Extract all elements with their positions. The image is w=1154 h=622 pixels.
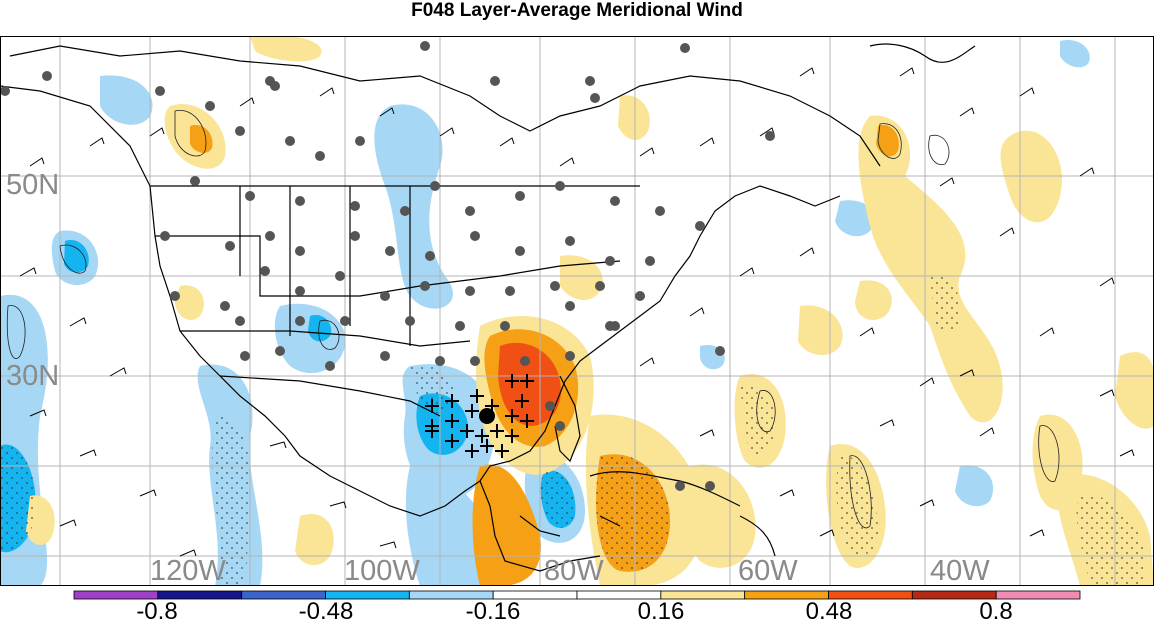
station-dots bbox=[0, 41, 775, 491]
colorbar-label-neg-0-8: -0.8 bbox=[136, 598, 177, 622]
lon-label-100w: 100W bbox=[344, 555, 420, 586]
lon-label-80w: 80W bbox=[544, 555, 604, 586]
wind-barbs bbox=[19, 67, 1135, 557]
colorbar: -0.8 -0.48 -0.16 0.16 0.48 0.8 bbox=[73, 590, 1081, 622]
stippling bbox=[0, 275, 1145, 586]
colorbar-label-0-48: 0.48 bbox=[806, 598, 853, 622]
map-title: F048 Layer-Average Meridional Wind bbox=[411, 0, 743, 21]
lat-label-50n: 50N bbox=[6, 169, 59, 201]
colorbar-swatch bbox=[995, 590, 1081, 600]
colorbar-swatches bbox=[73, 590, 1081, 600]
colorbar-label-neg-0-48: -0.48 bbox=[299, 598, 354, 622]
colorbar-label-neg-0-16: -0.16 bbox=[466, 598, 521, 622]
colorbar-label-0-8: 0.8 bbox=[979, 598, 1012, 622]
lon-label-60w: 60W bbox=[738, 555, 798, 586]
observation-plus-markers bbox=[425, 374, 534, 458]
contour-lines bbox=[6, 109, 1060, 529]
lat-lon-grid bbox=[0, 36, 1154, 586]
storm-center-marker bbox=[479, 408, 495, 424]
lon-label-120w: 120W bbox=[150, 555, 226, 586]
colorbar-label-0-16: 0.16 bbox=[638, 598, 685, 622]
lon-label-40w: 40W bbox=[930, 555, 990, 586]
meridional-wind-map: 50N 30N 120W 100W 80W 60W 40W bbox=[0, 36, 1154, 586]
lat-label-30n: 30N bbox=[6, 360, 59, 392]
